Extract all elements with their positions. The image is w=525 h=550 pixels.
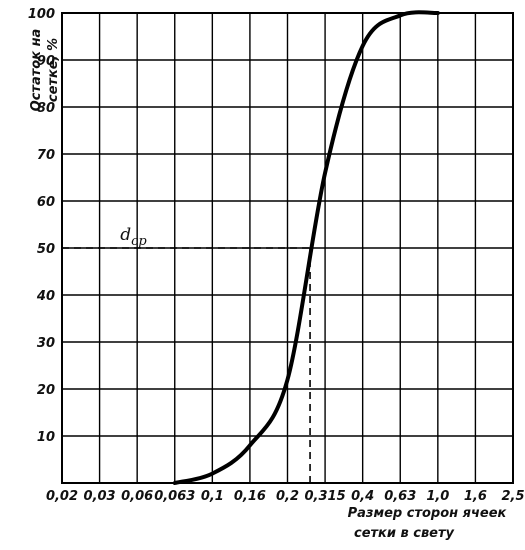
x-tick-label: 0,315 xyxy=(305,489,346,504)
x-tick-label: 0,2 xyxy=(276,489,299,504)
y-tick-label: 50 xyxy=(37,242,55,257)
y-axis-title-line-2: сетке, % xyxy=(46,38,61,102)
y-axis-title-line-1: Остаток на xyxy=(29,29,44,112)
x-tick-label: 0,63 xyxy=(384,489,416,504)
x-tick-label: 2,5 xyxy=(501,489,524,504)
x-tick-label: 1,0 xyxy=(426,489,449,504)
y-tick-label: 20 xyxy=(37,383,55,398)
y-tick-label: 100 xyxy=(28,7,55,22)
y-axis-title: Остаток на сетке, % xyxy=(29,29,61,112)
y-tick-label: 30 xyxy=(37,336,55,351)
series-layer xyxy=(172,10,440,485)
x-tick-label: 0,03 xyxy=(84,489,116,504)
x-tick-label: 0,02 xyxy=(46,489,78,504)
y-tick-label: 10 xyxy=(37,430,55,445)
x-axis-title-line-1: Размер сторон ячеек xyxy=(348,506,508,521)
y-tick-label: 40 xyxy=(36,289,55,304)
y-tick-label: 60 xyxy=(37,195,55,210)
x-tick-label: 1,6 xyxy=(464,489,487,504)
x-tick-label: 0,4 xyxy=(351,489,374,504)
x-tick-label: 0,1 xyxy=(201,489,224,504)
x-tick-label: 0,063 xyxy=(154,489,195,504)
median-label: dcp xyxy=(120,225,147,249)
y-tick-label: 80 xyxy=(37,101,55,116)
x-tick-labels: 0,02 0,03 0,06 0,063 0,1 0,16 0,2 0,315 0,4 0,63 1… xyxy=(46,489,525,504)
y-tick-label: 90 xyxy=(37,54,55,69)
y-tick-label: 70 xyxy=(37,148,55,163)
chart-grid xyxy=(61,12,514,484)
x-tick-label: 0,16 xyxy=(234,489,266,504)
series-line xyxy=(172,10,440,485)
y-tick-labels: 10 20 30 40 50 60 70 80 90 100 xyxy=(28,7,55,445)
x-axis-title: Размер сторон ячеек сетки в свету xyxy=(348,506,508,541)
annotation-layer: dcp xyxy=(62,225,311,483)
x-axis-title-line-2: сетки в свету xyxy=(354,526,455,541)
x-tick-label: 0,06 xyxy=(121,489,153,504)
